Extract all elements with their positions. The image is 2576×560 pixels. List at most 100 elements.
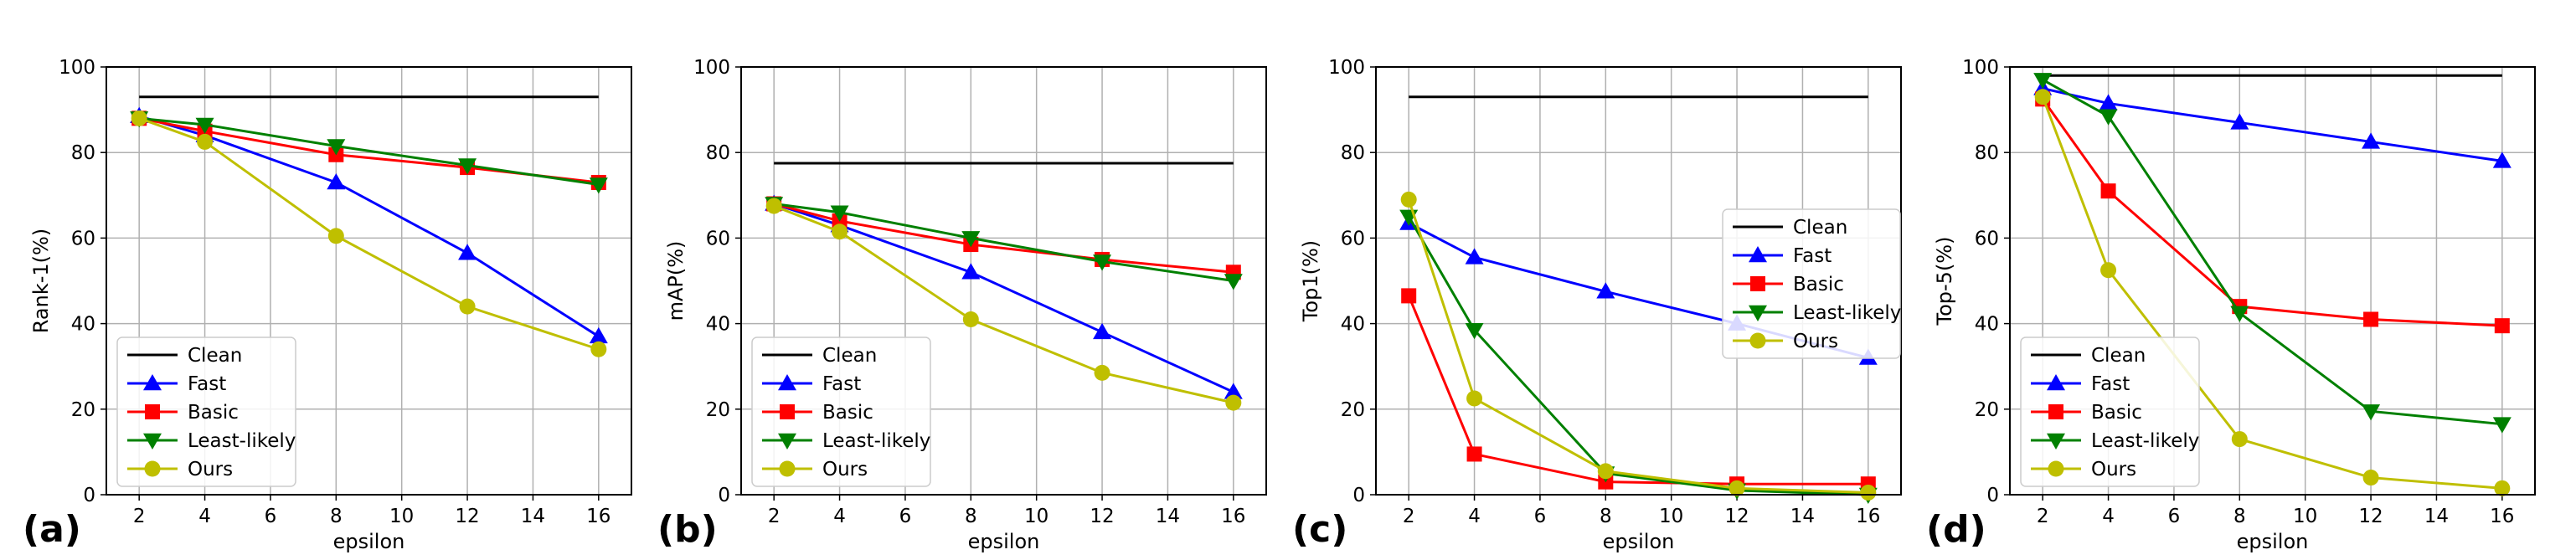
x-axis-label: epsilon [1603,530,1675,553]
data-point-fast [2230,113,2249,130]
x-tick-label: 12 [455,506,479,527]
y-tick-label: 80 [706,142,730,164]
data-point-ours [197,133,214,150]
legend-box [751,337,931,487]
legend-marker [2047,433,2065,450]
legend-marker [778,433,796,450]
legend-box [116,337,296,487]
y-tick-label: 0 [83,485,95,506]
y-tick-label: 20 [706,399,730,421]
plot-frame [106,66,632,496]
legend-entry-label: Least-likely [822,430,930,452]
data-point-ours [765,198,782,214]
x-tick-label: 2 [768,506,781,527]
x-tick-label: 14 [1790,506,1815,527]
legend-box [1722,208,1901,359]
y-tick-label: 80 [71,142,95,164]
x-tick-label: 2 [133,506,146,527]
x-axis-label: epsilon [2237,530,2309,553]
data-point-ours [1400,191,1417,208]
legend: Clean Fast Basic Least-likely Ours [1722,208,1901,359]
data-point-basic [2494,318,2510,334]
legend-entry-label: Fast [188,373,226,395]
y-tick-label: 0 [1986,485,1999,506]
x-tick-label: 4 [198,506,211,527]
data-point-least-likely [2492,417,2512,434]
data-point-fast [2492,152,2512,168]
y-tick-label: 0 [718,485,730,506]
x-tick-label: 10 [1659,506,1683,527]
data-point-ours [2231,431,2248,448]
panel-4: 2 4 6 8 10 12 14 16 0 20 40 60 80 100 epsilon Top-5(%) (… [1926,57,2536,553]
legend-marker [143,433,162,450]
x-tick-label: 16 [1856,506,1880,527]
data-point-fast [589,326,608,344]
x-tick-label: 8 [965,506,977,527]
panel-3: 2 4 6 8 10 12 14 16 0 20 40 60 80 100 epsilon Top1(%) (c… [1292,57,1902,553]
data-point-least-likely [195,117,214,134]
legend-marker [144,460,161,477]
y-tick-label: 100 [693,57,730,79]
y-tick-label: 80 [1341,142,1365,164]
legend-marker [145,404,160,419]
legend-entry-label: Fast [822,373,861,395]
legend-entry-label: Basic [2091,402,2142,424]
data-point-ours [2494,480,2511,496]
y-axis-label: Rank-1(%) [29,229,53,333]
y-tick-label: 60 [71,228,95,249]
x-tick-label: 10 [2293,506,2317,527]
legend-marker [2048,404,2063,419]
y-axis-label: mAP(%) [664,241,688,321]
legend-entry-label: Basic [822,402,873,424]
data-point-least-likely [1465,323,1484,340]
data-point-fast [1093,322,1112,340]
legend-marker [779,460,796,477]
legend-entry-label: Ours [2091,459,2136,480]
y-axis-label: Top1(%) [1299,240,1322,322]
legend-entry-label: Ours [188,459,233,480]
x-tick-label: 6 [1534,506,1547,527]
data-point-ours [1860,484,1877,501]
data-point-fast [961,263,981,280]
data-point-ours [962,311,979,327]
y-axis-label: Top-5(%) [1933,237,1956,326]
legend-marker [2048,460,2064,477]
x-tick-label: 16 [2490,506,2514,527]
data-point-basic [2100,183,2116,199]
legend-box [2020,337,2200,487]
x-tick-label: 6 [2168,506,2181,527]
x-axis-label: epsilon [333,530,405,553]
data-point-least-likely [1093,254,1112,271]
plot-frame [2009,66,2536,496]
legend-entry-label: Least-likely [2091,430,2199,452]
x-tick-label: 4 [2102,506,2115,527]
data-point-fast [2362,132,2381,149]
legend-marker [1750,276,1765,291]
legend-entry-label: Least-likely [188,430,296,452]
series-line-basic [2041,98,2502,327]
data-point-least-likely [589,177,608,194]
legend: Clean Fast Basic Least-likely Ours [751,337,931,487]
legend-entry-label: Clean [188,345,242,367]
legend-marker [1749,305,1767,321]
data-point-ours [1225,394,1242,411]
data-point-basic [1401,288,1417,304]
panel-1: 2 4 6 8 10 12 14 16 0 20 40 60 80 100 epsilon Rank-1(%)… [23,57,632,553]
x-tick-label: 16 [1221,506,1245,527]
data-point-least-likely [458,158,477,175]
x-tick-label: 14 [2424,506,2449,527]
data-point-least-likely [2230,306,2249,322]
plot-frame [1375,66,1902,496]
data-point-ours [2362,470,2379,486]
data-point-least-likely [2362,404,2381,421]
x-tick-label: 14 [1156,506,1180,527]
data-point-ours [459,298,476,315]
x-tick-label: 14 [521,506,545,527]
y-tick-label: 20 [71,399,95,421]
x-tick-label: 8 [1600,506,1612,527]
x-axis-label: epsilon [968,530,1040,553]
y-tick-label: 40 [706,314,730,336]
y-tick-label: 80 [1975,142,1999,164]
data-point-ours [1094,364,1110,381]
